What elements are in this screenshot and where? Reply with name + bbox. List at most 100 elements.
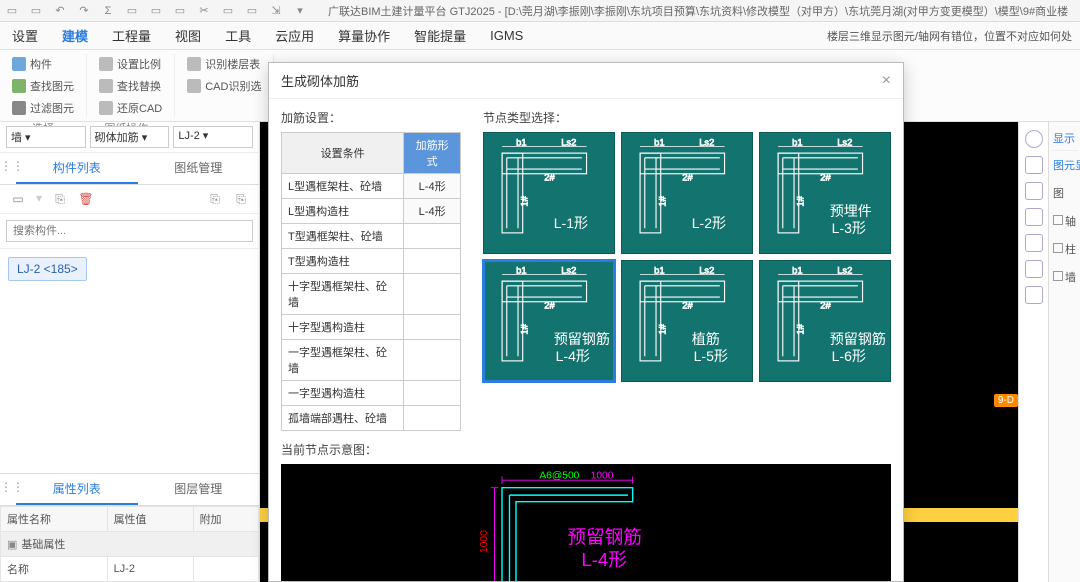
- dd-subcategory[interactable]: 砌体加筋 ▾: [90, 126, 170, 148]
- tool-replace[interactable]: 查找替换: [95, 76, 166, 96]
- cond-cell[interactable]: 孤墙端部遇柱、砼墙: [282, 406, 404, 431]
- view-cube2-icon[interactable]: [1025, 182, 1043, 200]
- tool-find-element[interactable]: 查找图元: [8, 76, 78, 96]
- cond-cell[interactable]: T型遇构造柱: [282, 249, 404, 274]
- form-cell[interactable]: [404, 249, 461, 274]
- preview-caption-1: 预留钢筋: [567, 527, 642, 548]
- menu-quantity[interactable]: 工程量: [108, 22, 155, 49]
- tab-drawing-mgmt[interactable]: 图纸管理: [138, 153, 260, 184]
- rp-item-wall[interactable]: 墙: [1051, 263, 1078, 291]
- collapse-handle[interactable]: ⋮⋮: [0, 153, 16, 184]
- prop-group-basic[interactable]: ▣基础属性: [1, 532, 259, 557]
- form-cell[interactable]: L-4形: [404, 174, 461, 199]
- tab-component-list[interactable]: 构件列表: [16, 153, 138, 184]
- menu-view[interactable]: 视图: [171, 22, 205, 49]
- rp-item-axis[interactable]: 轴: [1051, 207, 1078, 235]
- tab-properties[interactable]: 属性列表: [16, 474, 138, 505]
- svg-text:b1: b1: [792, 266, 802, 276]
- menu-cloud[interactable]: 云应用: [271, 22, 318, 49]
- generate-rebar-dialog: 生成砌体加筋 × 加筋设置： 设置条件加筋形式 L型遇框架柱、砼墙L-4形L型遇…: [268, 62, 904, 582]
- dup1-icon[interactable]: ⎘: [207, 191, 223, 207]
- menu-modeling[interactable]: 建模: [58, 22, 92, 49]
- component-list: LJ-2 <185>: [0, 249, 259, 473]
- tool-component[interactable]: 构件: [8, 54, 78, 74]
- svg-text:1#: 1#: [795, 195, 805, 206]
- menu-bar: 设置 建模 工程量 视图 工具 云应用 算量协作 智能提量 IGMS 楼层三维显…: [0, 22, 1080, 50]
- cond-cell[interactable]: 十字型遇框架柱、砼墙: [282, 274, 404, 315]
- view-cube4-icon[interactable]: [1025, 234, 1043, 252]
- menu-collab[interactable]: 算量协作: [334, 22, 394, 49]
- node-type-card[interactable]: b1Ls22#1#L-1形: [483, 132, 615, 254]
- cond-cell[interactable]: L型遇构造柱: [282, 199, 404, 224]
- tool-scale[interactable]: 设置比例: [95, 54, 166, 74]
- qat-icon[interactable]: ▭: [220, 3, 236, 19]
- node-type-card[interactable]: b1Ls22#1#预留钢筋L-6形: [759, 260, 891, 382]
- qat-redo-icon[interactable]: ↷: [76, 3, 92, 19]
- tool-filter-element[interactable]: 过滤图元: [8, 98, 78, 118]
- title-bar: ▭ ▭ ↶ ↷ Σ ▭ ▭ ▭ ✂ ▭ ▭ ⇲ ▾ 广联达BIM土建计量平台 G…: [0, 0, 1080, 22]
- svg-text:L-6形: L-6形: [832, 348, 866, 364]
- tool-recognize-floor[interactable]: 识别楼层表: [183, 54, 265, 74]
- menu-igms[interactable]: IGMS: [486, 24, 527, 47]
- qat-dropdown-icon[interactable]: ▾: [292, 3, 308, 19]
- search-input[interactable]: [6, 220, 253, 242]
- form-cell[interactable]: [404, 274, 461, 315]
- qat-icon[interactable]: ▭: [28, 3, 44, 19]
- left-panel: 墙 ▾ 砌体加筋 ▾ LJ-2 ▾ ⋮⋮ 构件列表 图纸管理 ▭ ▾ ⎘ 🗑 ⎘…: [0, 122, 260, 582]
- view-cube5-icon[interactable]: [1025, 260, 1043, 278]
- view-cube3-icon[interactable]: [1025, 208, 1043, 226]
- qat-icon[interactable]: ▭: [124, 3, 140, 19]
- view-sphere-icon[interactable]: [1025, 130, 1043, 148]
- node-type-card[interactable]: b1Ls22#1#L-2形: [621, 132, 753, 254]
- svg-text:2#: 2#: [820, 172, 831, 182]
- qat-icon[interactable]: ▭: [172, 3, 188, 19]
- form-cell[interactable]: L-4形: [404, 199, 461, 224]
- qat-icon[interactable]: ▭: [148, 3, 164, 19]
- qat-icon[interactable]: ▭: [244, 3, 260, 19]
- section-node-type: 节点类型选择：: [483, 109, 891, 126]
- view-cube6-icon[interactable]: [1025, 286, 1043, 304]
- new-icon[interactable]: ▭: [10, 191, 26, 207]
- qat-sigma-icon[interactable]: Σ: [100, 3, 116, 19]
- form-cell[interactable]: [404, 224, 461, 249]
- close-icon[interactable]: ×: [882, 72, 891, 90]
- qat-undo-icon[interactable]: ↶: [52, 3, 68, 19]
- menu-smart[interactable]: 智能提量: [410, 22, 470, 49]
- collapse-handle[interactable]: ⋮⋮: [0, 474, 16, 505]
- qat-save-icon[interactable]: ▭: [4, 3, 20, 19]
- dd-category[interactable]: 墙 ▾: [6, 126, 86, 148]
- tab-layers[interactable]: 图层管理: [138, 474, 260, 505]
- cond-cell[interactable]: 一字型遇构造柱: [282, 381, 404, 406]
- svg-text:L-3形: L-3形: [832, 220, 866, 236]
- copy-icon[interactable]: ⎘: [52, 191, 68, 207]
- tool-restore-cad[interactable]: 还原CAD: [95, 98, 166, 118]
- rp-tab-display[interactable]: 显示: [1051, 126, 1078, 151]
- menu-tools[interactable]: 工具: [221, 22, 255, 49]
- tool-cad-recognize[interactable]: CAD识别选: [183, 76, 265, 96]
- svg-text:1#: 1#: [519, 323, 529, 334]
- svg-text:L-4形: L-4形: [556, 348, 590, 364]
- view-tools-strip: [1018, 122, 1048, 582]
- cond-cell[interactable]: 十字型遇构造柱: [282, 315, 404, 340]
- node-type-card[interactable]: b1Ls22#1#植筋L-5形: [621, 260, 753, 382]
- cond-cell[interactable]: 一字型遇框架柱、砼墙: [282, 340, 404, 381]
- form-cell[interactable]: [404, 406, 461, 431]
- list-item[interactable]: LJ-2 <185>: [8, 257, 87, 281]
- delete-icon[interactable]: 🗑: [78, 191, 94, 207]
- rp-item-column[interactable]: 柱: [1051, 235, 1078, 263]
- form-cell[interactable]: [404, 340, 461, 381]
- dup2-icon[interactable]: ⎘: [233, 191, 249, 207]
- form-cell[interactable]: [404, 381, 461, 406]
- form-cell[interactable]: [404, 315, 461, 340]
- menu-settings[interactable]: 设置: [8, 22, 42, 49]
- qat-cut-icon[interactable]: ✂: [196, 3, 212, 19]
- qat-more-icon[interactable]: ⇲: [268, 3, 284, 19]
- tool-group-recognize: 识别楼层表 CAD识别选: [183, 54, 274, 117]
- cond-cell[interactable]: T型遇框架柱、砼墙: [282, 224, 404, 249]
- prop-name-value[interactable]: LJ-2: [107, 557, 193, 582]
- dd-item[interactable]: LJ-2 ▾: [173, 126, 253, 148]
- node-type-card[interactable]: b1Ls22#1#预埋件L-3形: [759, 132, 891, 254]
- node-type-card[interactable]: b1Ls22#1#预留钢筋L-4形: [483, 260, 615, 382]
- view-cube-icon[interactable]: [1025, 156, 1043, 174]
- cond-cell[interactable]: L型遇框架柱、砼墙: [282, 174, 404, 199]
